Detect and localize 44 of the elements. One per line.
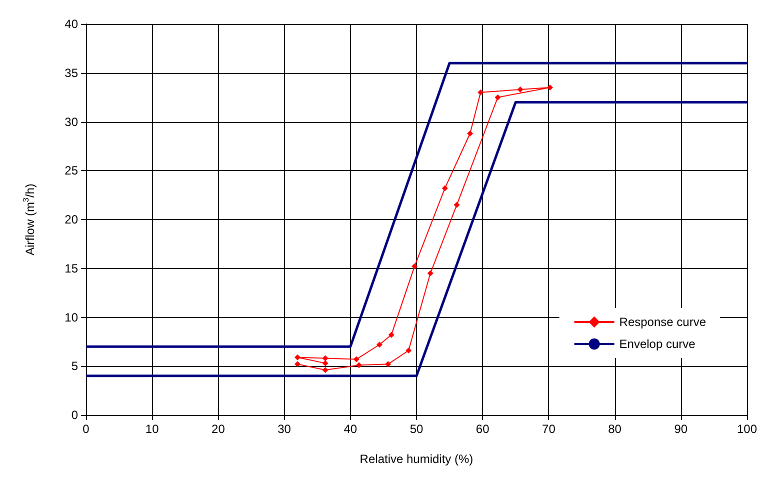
point <box>412 263 418 270</box>
y-tick-label: 30 <box>64 114 78 129</box>
y-axis-title: Airflow (m3/h) <box>22 184 37 256</box>
point <box>294 354 301 360</box>
x-tick-label: 90 <box>674 422 688 436</box>
x-tick-label: 30 <box>278 422 292 436</box>
y-tick-label: 25 <box>64 164 78 178</box>
y-tick-label: 5 <box>71 359 78 374</box>
point <box>388 332 394 338</box>
point <box>322 367 328 374</box>
y-tick-label: 10 <box>64 310 78 324</box>
x-tick-label: 0 <box>82 422 90 436</box>
point <box>454 202 460 208</box>
legend-label: Response curve <box>619 315 706 329</box>
x-tick-label: 100 <box>736 422 758 436</box>
x-tick-label: 70 <box>542 422 556 436</box>
legend-label: Envelop curve <box>619 337 696 351</box>
y-tick-label: 40 <box>64 17 78 31</box>
point <box>478 89 484 96</box>
point <box>385 361 392 368</box>
y-tick-label: 35 <box>64 66 78 80</box>
x-tick-label: 80 <box>608 422 622 436</box>
x-tick-label: 20 <box>212 422 226 436</box>
point <box>547 84 554 91</box>
point <box>427 270 434 276</box>
point <box>294 361 301 368</box>
x-axis-title: Relative humidity (%) <box>360 452 474 466</box>
x-tick-label: 40 <box>344 422 358 436</box>
point <box>442 185 448 192</box>
y-tick-label: 15 <box>64 261 78 276</box>
x-tick-label: 60 <box>476 422 490 436</box>
point <box>322 355 328 362</box>
point <box>406 347 412 354</box>
x-tick-label: 50 <box>410 422 424 436</box>
point <box>356 362 362 368</box>
point <box>467 130 474 136</box>
point <box>494 94 501 100</box>
point <box>322 360 328 366</box>
point <box>376 342 382 348</box>
point <box>517 86 524 92</box>
x-tick-label: 10 <box>145 422 160 436</box>
y-tick-label: 0 <box>71 408 78 422</box>
point <box>353 356 360 362</box>
y-tick-label: 20 <box>64 212 78 226</box>
